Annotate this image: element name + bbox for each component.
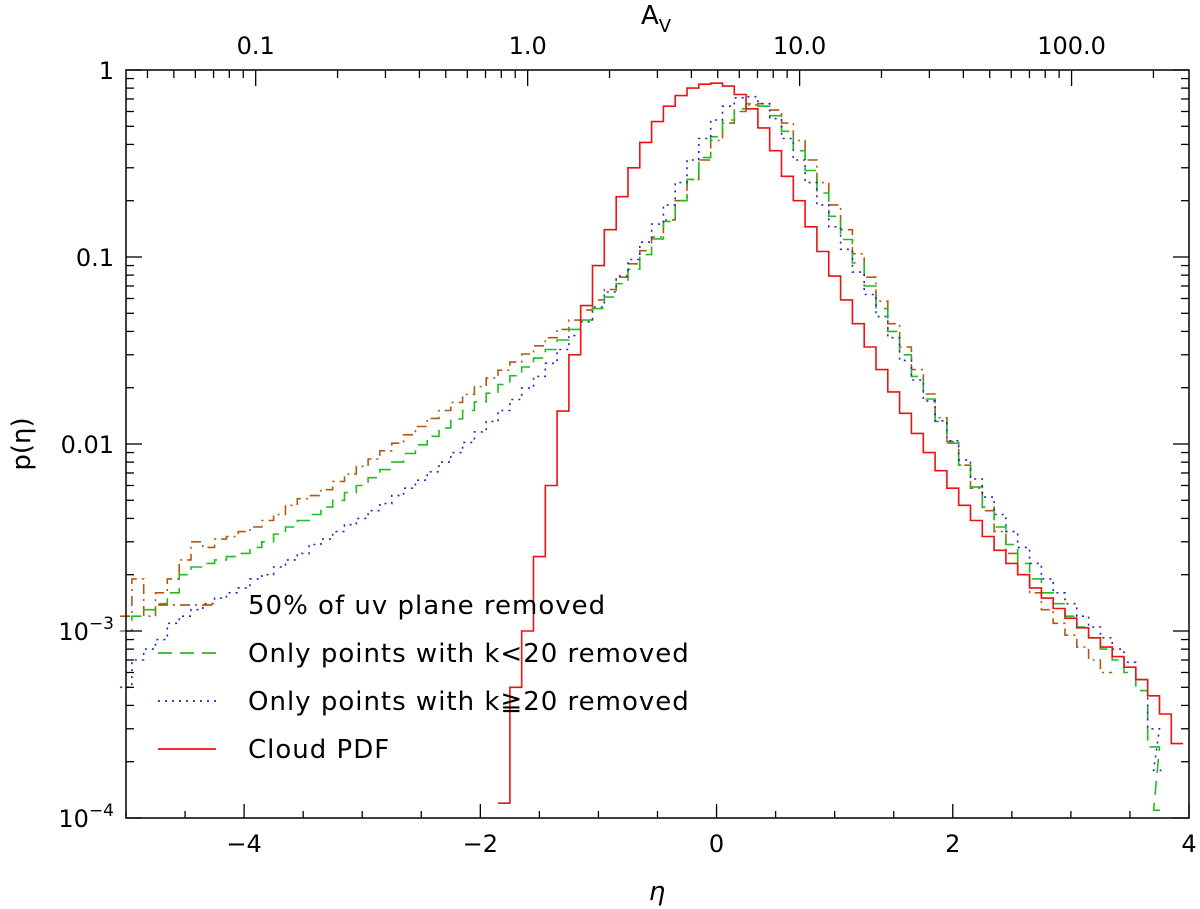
series-2-line [120, 95, 1166, 772]
top-axis-title: AV [641, 1, 672, 37]
legend-label-3: Cloud PDF [248, 735, 390, 765]
legend-label-2: Only points with k≧20 removed [248, 687, 690, 717]
series-3-line [498, 82, 1184, 804]
series-0-line [120, 102, 1113, 674]
y-axis-title: p(η) [7, 417, 37, 470]
y-tick-label: 10−3 [58, 614, 114, 646]
x-tick-label: 2 [945, 830, 960, 858]
ticks-layer [125, 69, 1190, 819]
series-layer [120, 82, 1184, 812]
top-tick-label: 100.0 [1037, 32, 1106, 60]
y-tick-label: 1 [99, 57, 114, 85]
legend-label-1: Only points with k<20 removed [248, 639, 690, 669]
legend: 50% of uv plane removed Only points with … [158, 591, 690, 765]
series-1-line [120, 102, 1166, 812]
labels-layer: −4 −2 0 2 4 1 0.1 0.01 10−3 10−4 0.1 1.0 10.0 100.0 [58, 32, 1196, 858]
x-tick-label: −2 [463, 830, 498, 858]
x-tick-label: −4 [226, 830, 261, 858]
top-axis-title-main: A [641, 1, 659, 31]
legend-label-0: 50% of uv plane removed [248, 591, 606, 621]
x-tick-label: 4 [1181, 830, 1196, 858]
x-axis-title: η [649, 877, 665, 907]
top-tick-label: 0.1 [237, 32, 275, 60]
top-tick-label: 10.0 [773, 32, 826, 60]
y-tick-label: 0.01 [61, 431, 114, 459]
y-tick-label: 10−4 [58, 801, 114, 833]
top-tick-label: 1.0 [509, 32, 547, 60]
x-tick-label: 0 [709, 830, 724, 858]
top-axis-title-sub: V [659, 16, 672, 37]
y-tick-label: 0.1 [76, 244, 114, 272]
